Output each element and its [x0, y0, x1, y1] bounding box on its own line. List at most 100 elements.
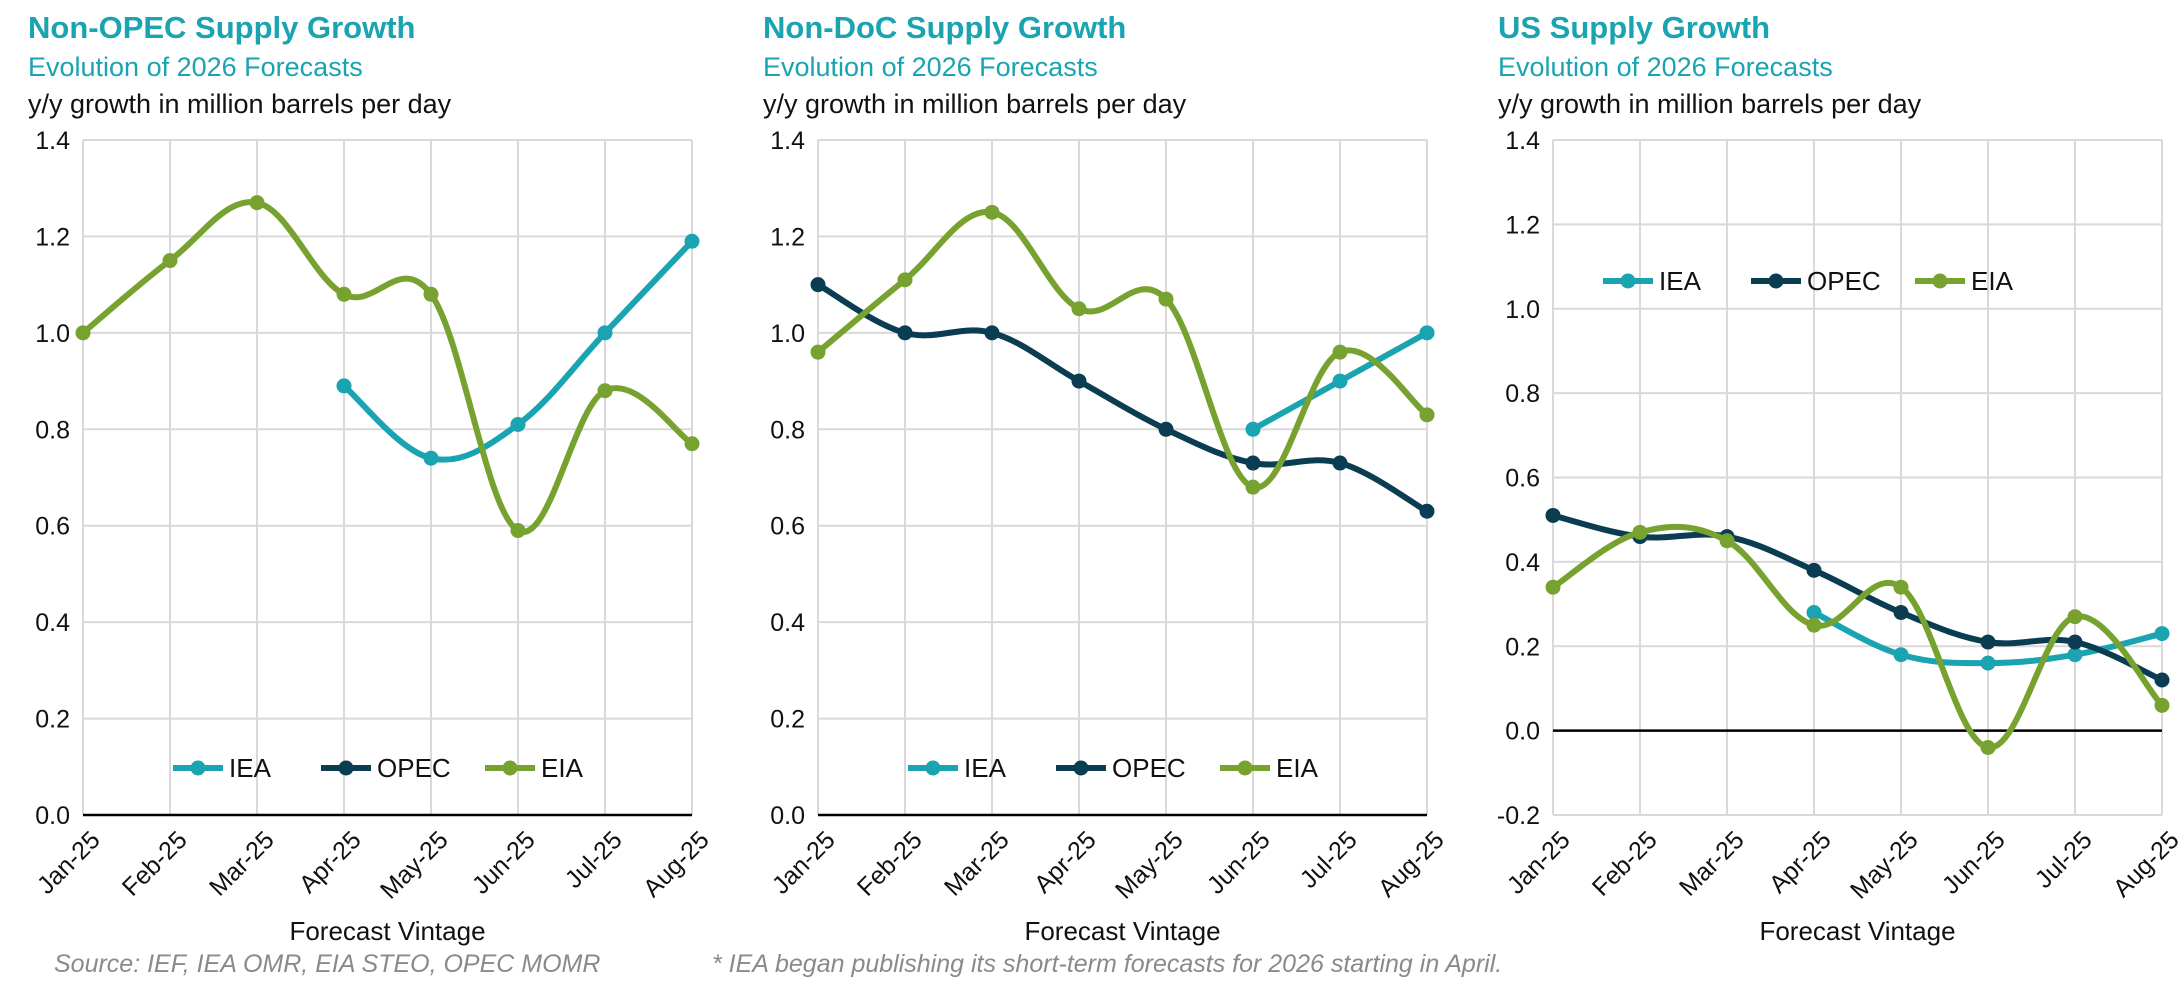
y-tick-label: 1.4	[35, 127, 70, 155]
x-tick-label: May-25	[1110, 826, 1189, 905]
series-line-eia	[80, 199, 695, 535]
x-tick-label: Jan-25	[767, 826, 841, 900]
legend-label-iea: IEA	[964, 753, 1007, 783]
footnote: * IEA began publishing its short-term fo…	[712, 950, 1503, 978]
chart-title: Non-DoC Supply Growth	[763, 10, 1127, 45]
data-point-iea	[336, 378, 352, 394]
x-axis-title: Forecast Vintage	[1024, 916, 1220, 946]
y-tick-label: 0.6	[35, 513, 70, 541]
series-opec	[1545, 507, 2170, 688]
data-point-eia	[684, 436, 700, 452]
data-point-opec	[1332, 455, 1348, 471]
y-tick-label: 1.4	[1505, 127, 1540, 155]
x-tick-label: Aug-25	[1373, 826, 1450, 903]
legend-label-opec: OPEC	[1112, 753, 1186, 783]
y-tick-label: 1.0	[770, 320, 805, 348]
legend-marker-iea	[1620, 273, 1636, 289]
data-point-iea	[684, 233, 700, 249]
x-tick-label: Mar-25	[204, 826, 280, 902]
chart-title: US Supply Growth	[1498, 10, 1771, 45]
y-tick-label: 1.2	[770, 223, 805, 251]
chart-unit-label: y/y growth in million barrels per day	[763, 89, 1187, 119]
y-tick-label: 0.4	[770, 609, 805, 637]
legend-marker-opec	[1768, 273, 1784, 289]
y-tick-label: 0.6	[1505, 465, 1540, 493]
data-point-opec	[810, 277, 826, 293]
legend-marker-opec	[338, 760, 354, 776]
data-point-eia	[2067, 609, 2083, 625]
y-tick-label: 0.2	[770, 706, 805, 734]
data-point-eia	[897, 272, 913, 288]
data-point-iea	[1332, 373, 1348, 389]
y-tick-label: 0.8	[1505, 380, 1540, 408]
x-tick-label: Jun-25	[467, 826, 541, 900]
legend-marker-eia	[1932, 273, 1948, 289]
gridlines	[1552, 139, 2163, 816]
legend-marker-eia	[1237, 760, 1253, 776]
y-tick-label: 1.2	[35, 223, 70, 251]
data-point-eia	[1071, 301, 1087, 317]
y-tick-label: 0.2	[35, 706, 70, 734]
x-tick-label: Jul-25	[2030, 826, 2098, 894]
y-tick-label: 1.0	[1505, 296, 1540, 324]
data-point-eia	[1893, 579, 1909, 595]
x-tick-label: Mar-25	[939, 826, 1015, 902]
x-tick-label: Feb-25	[1587, 826, 1663, 902]
series-iea	[336, 233, 700, 466]
x-tick-label: Mar-25	[1674, 826, 1750, 902]
chart-subtitle: Evolution of 2026 Forecasts	[1498, 52, 1833, 82]
series-eia	[75, 195, 700, 539]
data-point-iea	[423, 450, 439, 466]
legend-marker-eia	[502, 760, 518, 776]
data-point-eia	[1545, 579, 1561, 595]
x-tick-label: Jan-25	[32, 826, 106, 900]
source-note: Source: IEF, IEA OMR, EIA STEO, OPEC MOM…	[54, 950, 601, 978]
gridlines	[817, 139, 1428, 816]
y-tick-label: 0.0	[770, 802, 805, 830]
series-line-opec	[815, 281, 1430, 515]
data-point-eia	[1332, 344, 1348, 360]
legend-label-opec: OPEC	[377, 753, 451, 783]
legend-label-opec: OPEC	[1807, 266, 1881, 296]
gridlines	[82, 139, 693, 816]
x-tick-label: Jun-25	[1937, 826, 2011, 900]
x-tick-label: Jun-25	[1202, 826, 1276, 900]
data-point-opec	[1419, 503, 1435, 519]
data-point-opec	[897, 325, 913, 341]
data-point-iea	[1245, 421, 1261, 437]
series-eia	[810, 204, 1435, 495]
data-point-eia	[423, 286, 439, 302]
data-point-iea	[1419, 325, 1435, 341]
legend: IEA OPEC EIA	[1603, 266, 2014, 296]
data-point-eia	[75, 325, 91, 341]
data-point-eia	[597, 383, 613, 399]
x-tick-label: Jul-25	[1295, 826, 1363, 894]
data-point-eia	[1632, 524, 1648, 540]
data-point-eia	[1980, 740, 1996, 755]
x-tick-label: Feb-25	[852, 826, 928, 902]
legend-label-eia: EIA	[1276, 753, 1319, 783]
line-chart-us: -0.2 0.0 0.2 0.4 0.6 0.8 1.0 1.2 1.4 Jan-25 Feb-25…	[1497, 127, 2184, 946]
chart-subtitle: Evolution of 2026 Forecasts	[28, 52, 363, 82]
data-point-eia	[1245, 479, 1261, 495]
y-tick-label: 0.8	[770, 416, 805, 444]
series-iea	[1245, 325, 1435, 437]
data-point-eia	[1806, 617, 1822, 633]
x-tick-label: Feb-25	[117, 826, 193, 902]
x-tick-label: Apr-25	[294, 826, 367, 899]
chart-unit-label: y/y growth in million barrels per day	[28, 89, 452, 119]
data-point-opec	[1806, 562, 1822, 578]
data-point-iea	[597, 325, 613, 341]
legend-label-iea: IEA	[1659, 266, 1702, 296]
x-tick-label: Apr-25	[1764, 826, 1837, 899]
x-axis-title: Forecast Vintage	[1759, 916, 1955, 946]
legend: IEA OPEC EIA	[173, 753, 584, 783]
data-point-opec	[1071, 373, 1087, 389]
data-point-eia	[1158, 291, 1174, 307]
x-tick-label: May-25	[375, 826, 454, 905]
line-chart-non-doc: 0.0 0.2 0.4 0.6 0.8 1.0 1.2 1.4 Jan-25 Feb-25 Mar-…	[767, 127, 1450, 946]
data-point-opec	[2067, 634, 2083, 650]
data-point-eia	[1419, 407, 1435, 423]
x-tick-label: May-25	[1845, 826, 1924, 905]
x-tick-label: Jan-25	[1502, 826, 1576, 900]
